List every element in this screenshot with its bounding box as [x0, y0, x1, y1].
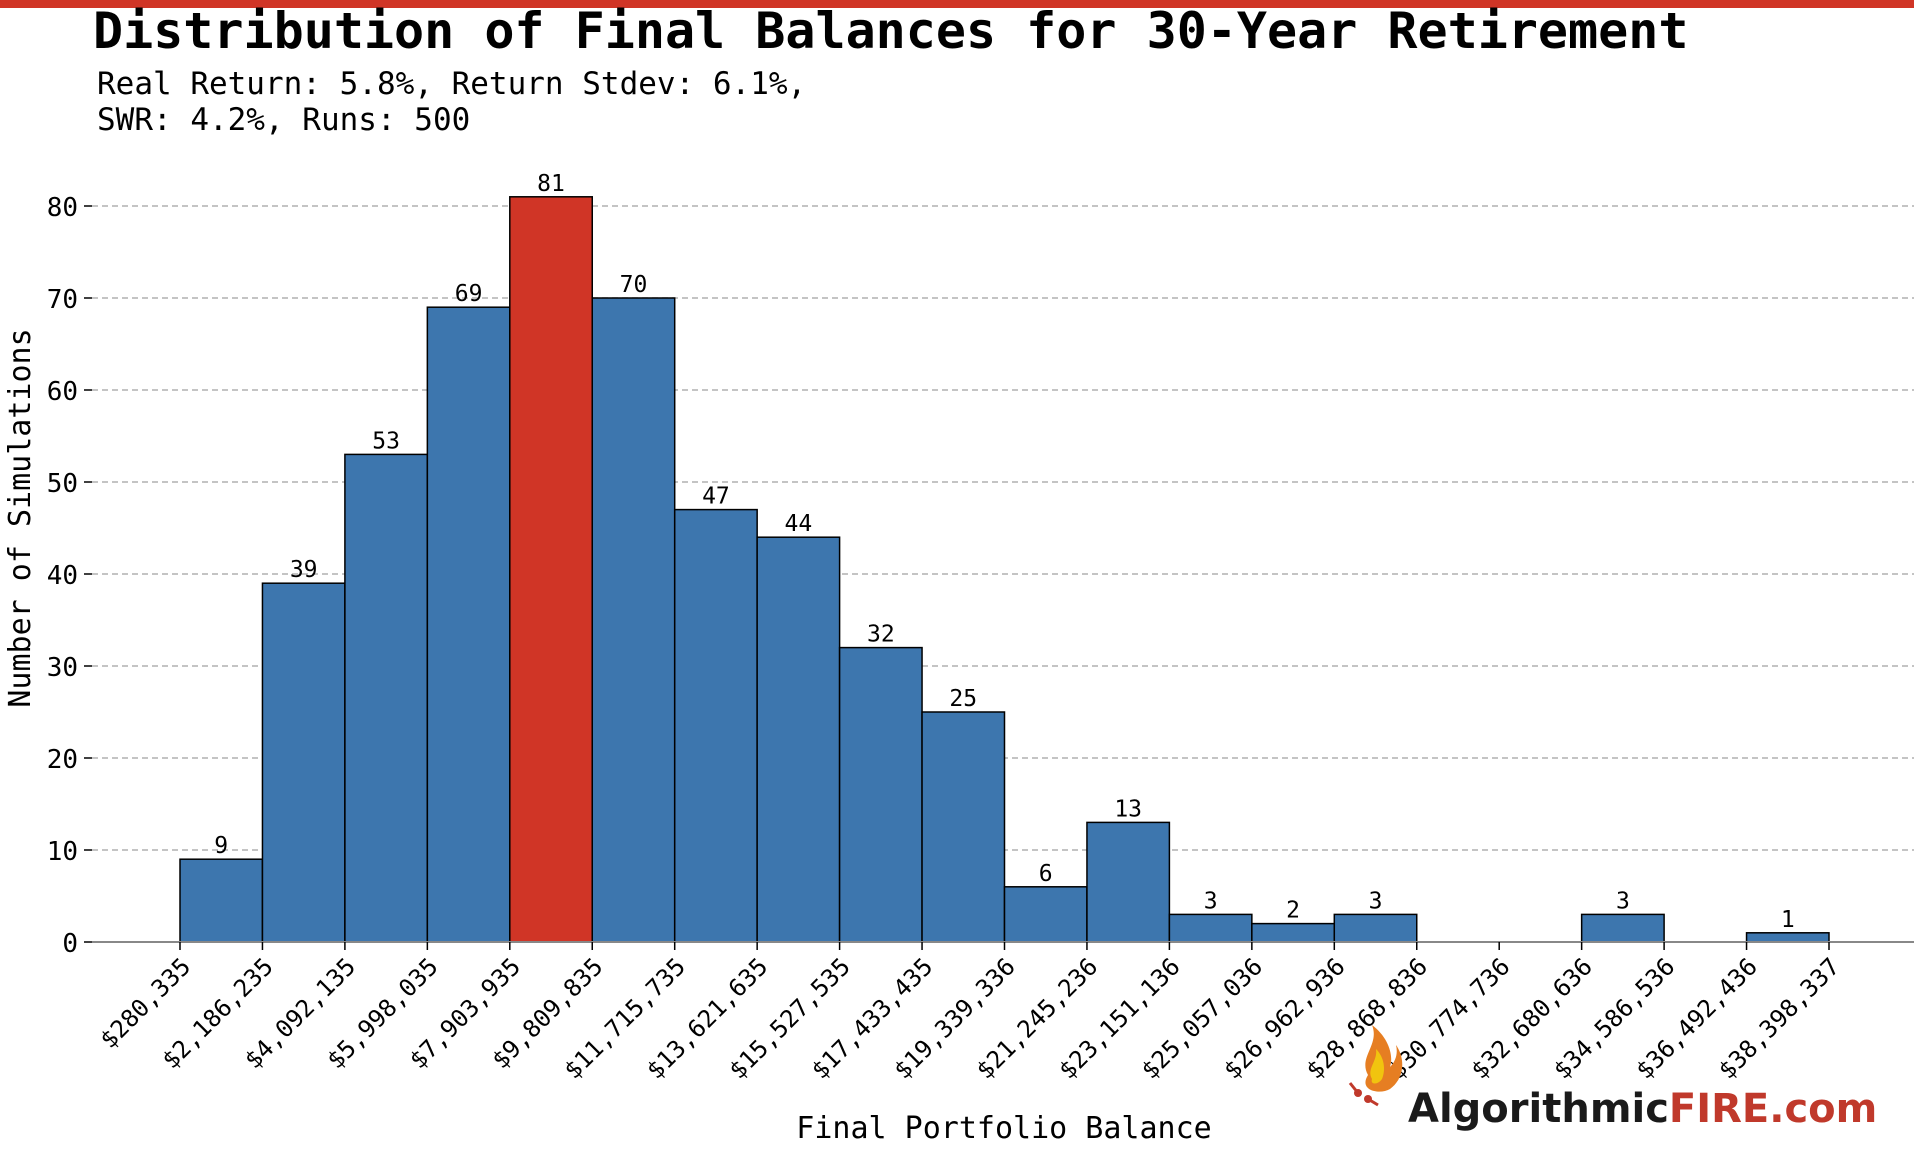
- chart-subtitle: Real Return: 5.8%, Return Stdev: 6.1%, S…: [97, 66, 806, 138]
- bar-value-label: 81: [537, 171, 565, 197]
- histogram-bar: [838, 646, 923, 943]
- histogram-bar: [1745, 932, 1830, 943]
- histogram-bar: [591, 297, 676, 943]
- x-axis-label: Final Portfolio Balance: [796, 1111, 1211, 1146]
- histogram-bar: [921, 711, 1006, 943]
- bar-value-label: 13: [1114, 796, 1142, 822]
- y-axis-label: Number of Simulations: [3, 328, 38, 707]
- histogram-bar: [426, 306, 511, 943]
- histogram-bar: [1251, 922, 1336, 943]
- bar-value-label: 3: [1369, 888, 1383, 914]
- y-tick-label: 50: [47, 469, 78, 499]
- y-tick-label: 0: [62, 929, 78, 959]
- bar-value-label: 47: [702, 484, 730, 510]
- bar-value-label: 1: [1781, 907, 1795, 933]
- y-tick-label: 60: [47, 377, 78, 407]
- histogram-bar: [673, 508, 758, 943]
- histogram-bar: [1580, 913, 1665, 943]
- bar-value-label: 3: [1204, 888, 1218, 914]
- histogram-bar: [1003, 886, 1088, 943]
- bar-value-label: 32: [867, 622, 895, 648]
- subtitle-line-2: SWR: 4.2%, Runs: 500: [97, 102, 471, 138]
- y-tick-label: 30: [47, 653, 78, 683]
- histogram-bar: [261, 582, 346, 943]
- y-tick-label: 20: [47, 745, 78, 775]
- histogram-bar-median: [509, 196, 593, 943]
- chart-title: Distribution of Final Balances for 30-Ye…: [93, 2, 1689, 60]
- bar-value-label: 25: [949, 686, 977, 712]
- bar-value-label: 39: [290, 557, 318, 583]
- fire-logo-icon: [1348, 1025, 1403, 1107]
- bar-value-label: 53: [372, 428, 400, 454]
- y-tick-label: 10: [47, 837, 78, 867]
- histogram-bar: [1086, 821, 1171, 943]
- logo-text-accent: FIRE.com: [1669, 1086, 1877, 1132]
- bar-value-label: 70: [620, 272, 648, 298]
- histogram-bar: [179, 858, 264, 943]
- logo-text-main: Algorithmic: [1408, 1086, 1669, 1132]
- y-axis: 0 10 20 30 40 50 60 70 80: [47, 193, 92, 959]
- bars: [179, 196, 1830, 943]
- histogram-bar: [1333, 913, 1418, 943]
- y-tick-label: 40: [47, 561, 78, 591]
- top-accent-bar: [0, 0, 1914, 8]
- histogram-bar: [344, 453, 429, 943]
- subtitle-line-1: Real Return: 5.8%, Return Stdev: 6.1%,: [97, 66, 807, 102]
- y-tick-label: 70: [47, 285, 78, 315]
- histogram-bar: [756, 536, 841, 943]
- bar-value-label: 44: [785, 511, 813, 537]
- bar-value-label: 9: [214, 833, 228, 859]
- bar-value-label: 3: [1616, 888, 1630, 914]
- x-axis: $280,335$2,186,235$4,092,135$5,998,035$7…: [92, 941, 1914, 1085]
- histogram-bar: [1168, 913, 1253, 943]
- bar-value-label: 6: [1039, 861, 1053, 887]
- y-tick-label: 80: [47, 193, 78, 223]
- brand-logo: AlgorithmicFIRE.com: [1348, 1025, 1877, 1132]
- bar-value-label: 69: [455, 281, 483, 307]
- svg-text:AlgorithmicFIRE.com: AlgorithmicFIRE.com: [1408, 1086, 1877, 1132]
- bar-value-label: 2: [1286, 898, 1300, 924]
